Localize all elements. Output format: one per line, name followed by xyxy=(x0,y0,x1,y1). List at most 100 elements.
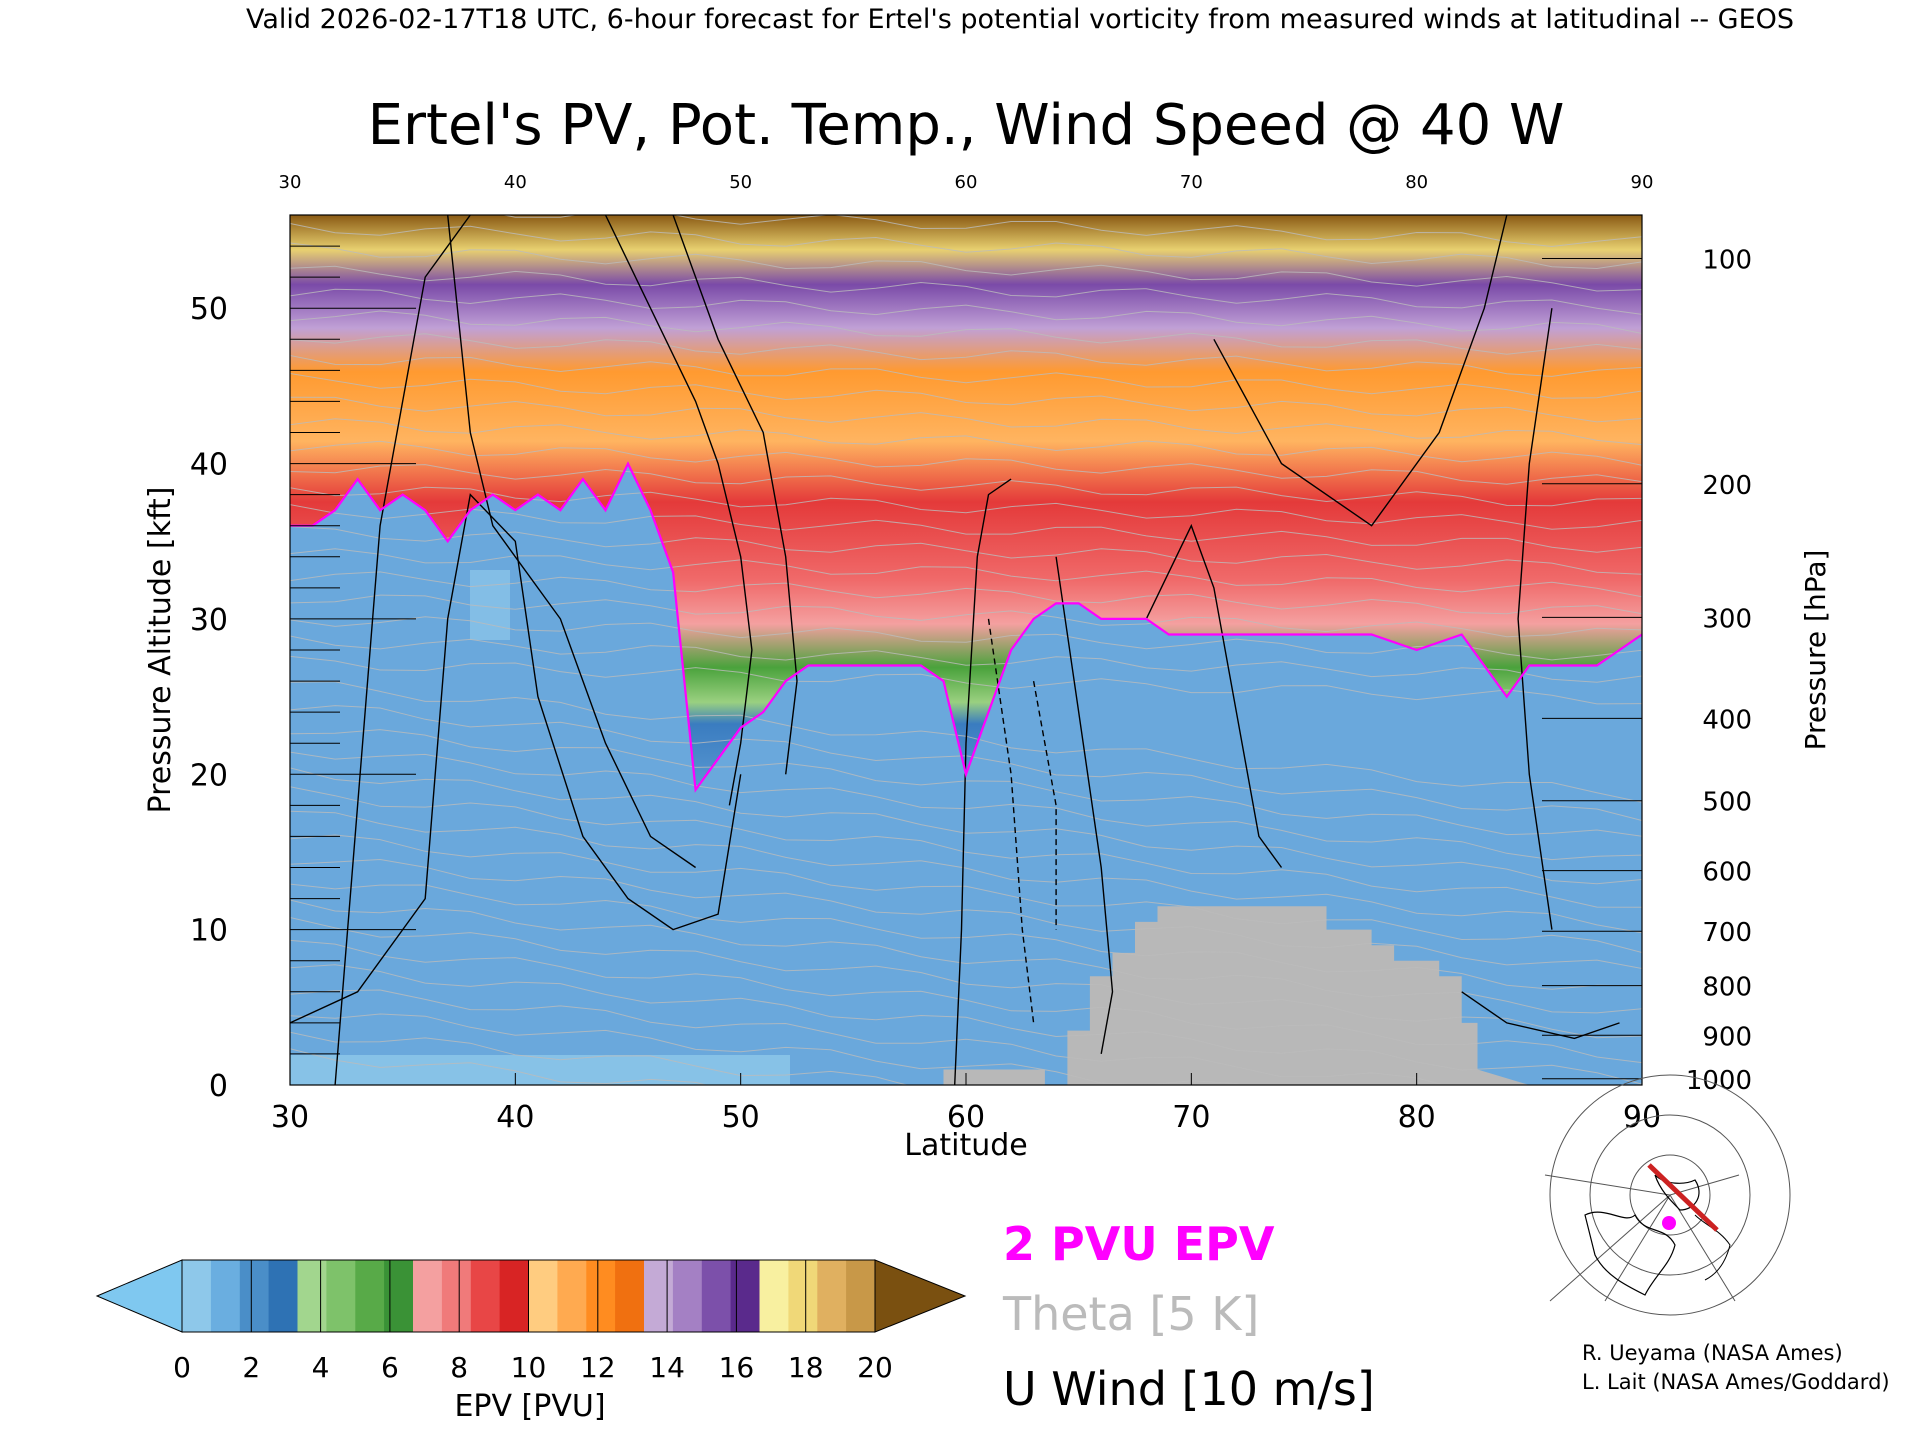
theta-line xyxy=(290,355,1642,399)
wind-contour xyxy=(1517,308,1553,930)
colorbar-segment xyxy=(384,1260,414,1332)
x-tick-label: 80 xyxy=(1398,1100,1436,1135)
colorbar-segment xyxy=(615,1260,645,1332)
colorbar-tick-label: 8 xyxy=(450,1351,468,1384)
wind-contour xyxy=(1145,523,1283,868)
theta-line xyxy=(290,418,1642,466)
colorbar-tick-label: 16 xyxy=(719,1351,755,1384)
theta-line xyxy=(290,655,1642,705)
pressure-tick-label: 300 xyxy=(1702,604,1752,634)
colorbar-over-arrow xyxy=(874,1259,967,1333)
theta-line xyxy=(290,1031,909,1085)
pressure-tick-label: 200 xyxy=(1702,471,1752,501)
terrain-mask xyxy=(943,906,1530,1085)
x-tick-label: 90 xyxy=(1623,1100,1661,1135)
theta-line xyxy=(290,310,1642,355)
legend-theta: Theta [5 K] xyxy=(1002,1287,1259,1341)
theta-line xyxy=(290,616,1642,661)
x-tick-label: 50 xyxy=(722,1100,760,1135)
pressure-tick-label: 600 xyxy=(1702,858,1752,888)
colorbar-segment xyxy=(557,1260,587,1332)
wind-contour xyxy=(1055,556,1114,1055)
theta-line xyxy=(501,215,1642,248)
x-tick-label: 30 xyxy=(271,1100,309,1135)
wind-contour xyxy=(290,493,742,1024)
wind-contour xyxy=(334,215,471,1085)
theta-line xyxy=(290,333,1642,377)
theta-line xyxy=(290,526,1642,575)
legend-epv: 2 PVU EPV xyxy=(1003,1217,1275,1271)
theta-line xyxy=(290,265,1642,315)
locator-map xyxy=(1544,1074,1791,1316)
theta-line xyxy=(290,729,1642,837)
theta-line xyxy=(290,834,1642,953)
wind-contour-negative xyxy=(1032,680,1057,930)
theta-line xyxy=(290,396,1642,446)
colorbar-tick-label: 4 xyxy=(312,1351,330,1384)
y-tick-label: 30 xyxy=(190,603,228,638)
y-tick-label: 50 xyxy=(190,292,228,327)
tropopause-2pvu-line xyxy=(290,461,1642,793)
theta-line xyxy=(290,464,1642,507)
colorbar-segment xyxy=(528,1260,558,1332)
pressure-tick-label: 900 xyxy=(1702,1022,1752,1052)
colorbar-segment xyxy=(210,1260,241,1332)
colorbar-segment xyxy=(759,1260,789,1332)
colorbar-tick-label: 6 xyxy=(381,1351,399,1384)
colorbar: 0 2 4 6 8 10 12 14 16 18 20 xyxy=(95,1259,967,1384)
x-tick-label: 70 xyxy=(1172,1100,1210,1135)
theta-line xyxy=(290,242,1642,292)
y-tick-label: 10 xyxy=(190,914,228,949)
pressure-tick-label: 700 xyxy=(1702,918,1752,948)
valid-time-header: Valid 2026-02-17T18 UTC, 6-hour forecast… xyxy=(246,4,1794,35)
theta-line xyxy=(290,917,1642,1039)
top-tick-label: 40 xyxy=(504,172,527,193)
theta-line xyxy=(290,373,1642,423)
colorbar-segment xyxy=(499,1260,530,1332)
x-tick-label: 60 xyxy=(947,1100,985,1135)
pressure-tick-label: 400 xyxy=(1702,705,1752,735)
legend-u-wind: U Wind [10 m/s] xyxy=(1003,1362,1375,1416)
colorbar-segment xyxy=(586,1260,616,1332)
wind-contour xyxy=(1461,991,1620,1040)
colorbar-tick-label: 0 xyxy=(173,1351,191,1384)
wind-contour xyxy=(447,215,696,869)
colorbar-segment xyxy=(297,1260,327,1332)
colorbar-segment xyxy=(413,1260,443,1332)
top-tick-label: 30 xyxy=(279,172,302,193)
theta-line xyxy=(290,810,1642,934)
theta-line xyxy=(290,486,1642,530)
theta-line xyxy=(290,571,1642,615)
colorbar-segment xyxy=(701,1260,732,1332)
theta-line xyxy=(290,504,1642,553)
colorbar-segment xyxy=(788,1260,818,1332)
theta-line xyxy=(290,883,1642,990)
theta-line xyxy=(290,751,1642,861)
colorbar-tick-label: 14 xyxy=(649,1351,685,1384)
top-tick-label: 50 xyxy=(729,172,752,193)
theta-line xyxy=(290,594,1642,638)
pressure-tick-label: 1000 xyxy=(1686,1066,1752,1096)
colorbar-label: EPV [PVU] xyxy=(454,1389,605,1424)
top-tick-label: 70 xyxy=(1180,172,1203,193)
wind-contour xyxy=(1213,215,1508,527)
midlevel-light-patch xyxy=(470,570,510,640)
chart-title: Ertel's PV, Pot. Temp., Wind Speed @ 40 … xyxy=(368,93,1565,158)
top-tick-label: 90 xyxy=(1631,172,1654,193)
theta-line xyxy=(290,1048,708,1085)
colorbar-segment xyxy=(239,1260,270,1332)
colorbar-segment xyxy=(644,1260,674,1332)
theta-line xyxy=(290,223,1642,270)
colorbar-segment xyxy=(730,1260,761,1332)
wind-contours xyxy=(290,215,1620,1085)
x-axis-label: Latitude xyxy=(904,1128,1027,1163)
top-tick-label: 60 xyxy=(955,172,978,193)
theta-line xyxy=(290,288,1642,334)
wind-contour xyxy=(672,215,798,775)
pressure-tick-label: 500 xyxy=(1702,788,1752,818)
y-tick-label: 0 xyxy=(209,1069,228,1104)
theta-line xyxy=(290,440,1642,485)
colorbar-tick-label: 18 xyxy=(788,1351,824,1384)
colorbar-segment xyxy=(470,1260,501,1332)
